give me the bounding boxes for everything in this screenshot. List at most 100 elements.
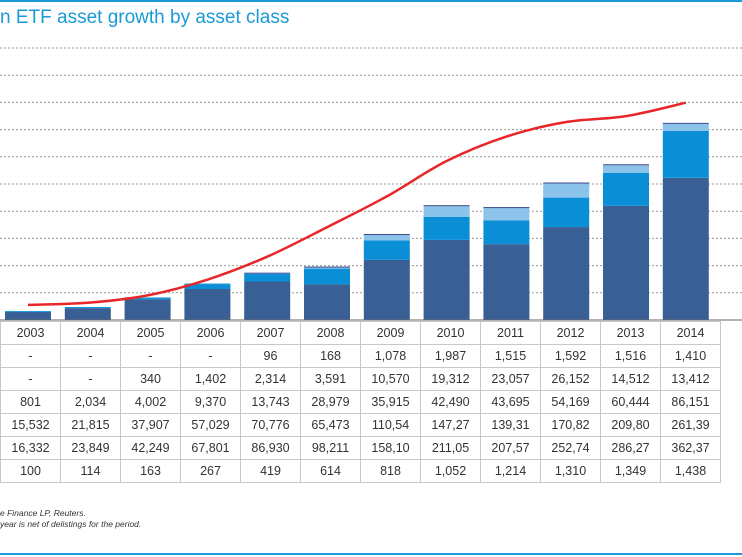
table-cell: 35,915 [360,390,421,414]
bar-segment [304,266,350,269]
bar-segment [483,207,530,209]
table-cell: 1,438 [660,459,721,483]
bar-segment [603,165,649,173]
table-cell: 60,444 [600,390,661,414]
table-cell: 614 [300,459,361,483]
table-cell: 98,211 [300,436,361,460]
table-cell: 110,54 [360,413,421,437]
table-cell: 801 [0,390,61,414]
bar-segment [423,216,470,240]
bar-segment [363,234,410,241]
table-cell: 70,776 [240,413,301,437]
table-row: - - - -96 168 1,078 1,987 1,515 1,592 1,516 1,410 [0,344,721,368]
table-cell: 170,82 [540,413,601,437]
table-cell: 2,314 [240,367,301,391]
table-cell: 1,052 [420,459,481,483]
table-cell: - [0,344,61,368]
bar-segment [483,207,530,221]
bar-segment [124,297,171,299]
table-cell: 1,349 [600,459,661,483]
bar-segment [304,284,350,320]
table-cell: 13,412 [660,367,721,391]
bar-segment [483,220,530,245]
table-cell: 15,532 [0,413,61,437]
year-header: 2012 [540,321,601,345]
bar-segment [543,182,590,184]
table-cell: - [60,344,121,368]
chart-title: n ETF asset growth by asset class [0,7,290,28]
table-cell: 1,592 [540,344,601,368]
table-cell: 23,057 [480,367,541,391]
table-cell: 86,930 [240,436,301,460]
footnotes: e Finance LP, Reuters. year is net of de… [0,508,141,530]
table-cell: 19,312 [420,367,481,391]
bar-segment [124,299,171,320]
table-cell: 65,473 [300,413,361,437]
table-cell: 267 [180,459,241,483]
table-cell: 21,815 [60,413,121,437]
table-cell: 163 [120,459,181,483]
footnote-delistings: year is net of delistings for the period… [0,519,142,529]
bar-segment [483,244,530,320]
table-cell: 96 [240,344,301,368]
bar-segment [184,283,231,285]
bar-segment [124,297,171,300]
table-cell: 54,169 [540,390,601,414]
bar-segment [543,183,590,198]
table-cell: - [180,344,241,368]
bar-segment [5,311,51,313]
bar-segment [423,205,470,207]
top-rule [0,0,742,2]
year-header: 2005 [120,321,181,345]
table-cell: 100 [0,459,61,483]
year-header: 2007 [240,321,301,345]
bar-segment [543,227,590,320]
table-cell: 1,410 [660,344,721,368]
year-header: 2013 [600,321,661,345]
bar-segment [244,281,291,320]
table-header-row: 2003 2004 2005 2006 2007 2008 2009 2010 2011 2012… [0,321,721,345]
bar-segment [304,268,350,285]
table-cell: 13,743 [240,390,301,414]
table-cell: 1,078 [360,344,421,368]
bar-segment [662,122,709,124]
year-header: 2011 [480,321,541,345]
bar-segment [184,283,231,289]
table-cell: 168 [300,344,361,368]
table-cell: 340 [120,367,181,391]
bar-segment [662,123,709,131]
year-header: 2010 [420,321,481,345]
bar-segment [64,307,111,309]
bar-segment [64,308,111,320]
bar-segment [244,272,291,274]
table-cell: 362,37 [660,436,721,460]
table-cell: 1,214 [480,459,541,483]
bottom-rule [0,553,742,555]
table-cell: 57,029 [180,413,241,437]
bar-segment [423,206,470,217]
table-cell: 2,034 [60,390,121,414]
table-cell: 209,80 [600,413,661,437]
year-header: 2004 [60,321,121,345]
table-cell: 42,249 [120,436,181,460]
table-cell: - [0,367,61,391]
table-row: 100 114 163 267 419 614 818 1,052 1,214 1,310 1,34… [0,459,721,483]
table-cell: 419 [240,459,301,483]
table-row: - -340 1,402 2,314 3,591 10,570 19,312 23,057 26… [0,367,721,391]
table-cell: 1,402 [180,367,241,391]
table-cell: 286,27 [600,436,661,460]
table-cell: 1,515 [480,344,541,368]
year-header: 2003 [0,321,61,345]
table-cell: 147,27 [420,413,481,437]
bar-segment [603,205,649,320]
table-cell: 139,31 [480,413,541,437]
bar-segment [304,266,350,268]
table-cell: 261,39 [660,413,721,437]
table-cell: 10,570 [360,367,421,391]
bar-segment [184,288,231,320]
table-cell: 9,370 [180,390,241,414]
footnote-source: e Finance LP, Reuters. [0,508,86,518]
year-header: 2009 [360,321,421,345]
year-header: 2008 [300,321,361,345]
table-row: 15,532 21,815 37,907 57,029 70,776 65,473 110,… [0,413,721,437]
